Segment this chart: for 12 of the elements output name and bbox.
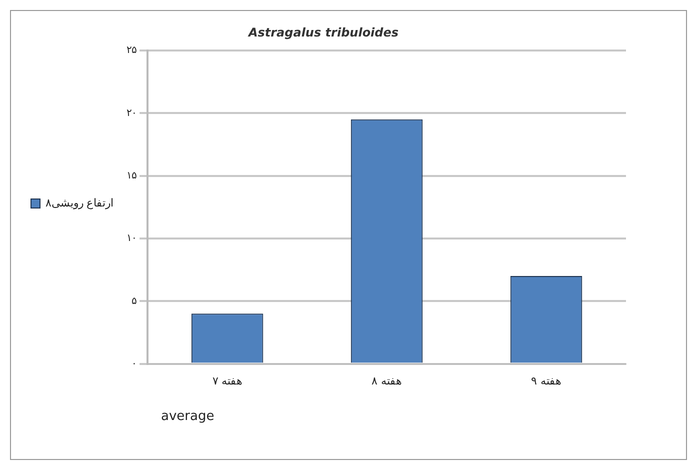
y-tick-label: ۲۰ [126, 108, 137, 119]
y-tick-label: ۱۵ [126, 170, 137, 182]
y-tick-label: ۰ [132, 358, 137, 370]
x-tick-label: هفته ۹ [531, 375, 562, 388]
text: average [161, 409, 214, 424]
chart-title: Astragalus tribuloides [247, 25, 399, 40]
x-tick-label: هفته ۸ [372, 375, 402, 388]
y-tick-label: ۵ [132, 296, 137, 307]
x-tick-label: هفته ۷ [212, 375, 242, 388]
legend-label: ارتفاع رویشی۸ [46, 198, 114, 210]
y-tick-label: ۲۵ [126, 45, 137, 56]
y-tick-label: ۱۰ [126, 233, 137, 244]
